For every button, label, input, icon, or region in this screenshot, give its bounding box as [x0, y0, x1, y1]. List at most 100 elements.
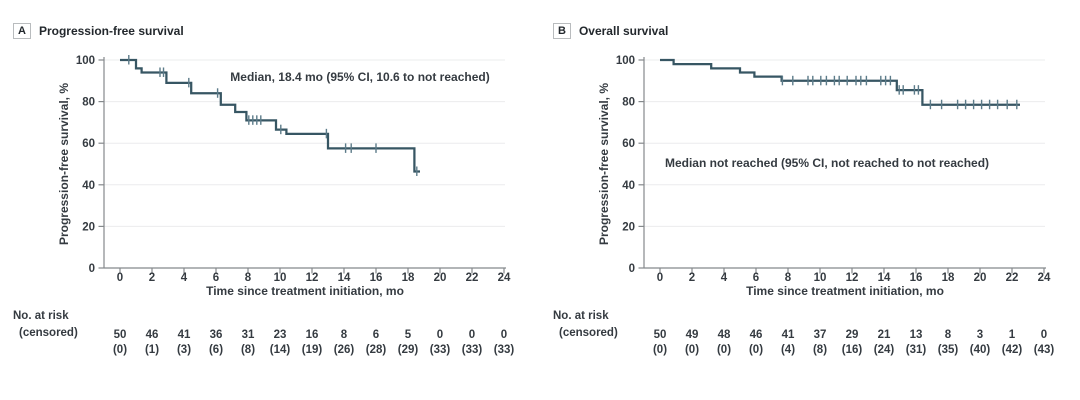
x-tick-label: 14: [338, 272, 351, 284]
risk-censored-value: (14): [270, 344, 291, 356]
risk-table-subheader: (censored): [559, 327, 618, 339]
risk-censored-value: (8): [813, 344, 827, 356]
y-tick-label: 80: [622, 97, 635, 109]
panel-title: Overall survival: [578, 24, 669, 38]
risk-table-header: No. at risk: [553, 310, 609, 322]
panel-progression-free-survival: A Progression-free survival Progression-…: [13, 23, 515, 356]
risk-at-risk-value: 0: [1041, 329, 1047, 341]
risk-censored-value: (33): [494, 344, 515, 356]
risk-censored-value: (43): [1034, 344, 1055, 356]
risk-censored-value: (42): [1002, 344, 1023, 356]
risk-at-risk-value: 37: [814, 329, 827, 341]
risk-censored-value: (0): [717, 344, 731, 356]
risk-at-risk-value: 46: [146, 329, 159, 341]
x-tick-label: 10: [274, 272, 287, 284]
x-tick-label: 2: [689, 272, 695, 284]
risk-censored-value: (33): [430, 344, 451, 356]
risk-at-risk-value: 5: [405, 329, 412, 341]
x-tick-label: 4: [181, 272, 188, 284]
panel-overall-survival: B Overall survival Progression-free surv…: [540, 0, 1080, 400]
x-tick-label: 16: [370, 272, 383, 284]
x-tick-label: 2: [149, 272, 155, 284]
risk-censored-value: (0): [113, 344, 127, 356]
risk-at-risk-value: 29: [846, 329, 859, 341]
x-axis-title: Time since treatment initiation, mo: [206, 284, 404, 298]
panel-header-a: A Progression-free survival: [13, 23, 184, 39]
panel-header-b: B Overall survival: [553, 23, 668, 39]
y-tick-label: 0: [629, 263, 635, 275]
x-tick-label: 18: [402, 272, 415, 284]
x-axis-title: Time since treatment initiation, mo: [746, 284, 944, 298]
y-tick-label: 80: [82, 97, 95, 109]
x-tick-label: 0: [117, 272, 123, 284]
risk-at-risk-value: 36: [210, 329, 223, 341]
x-tick-label: 22: [466, 272, 479, 284]
risk-censored-value: (19): [302, 344, 323, 356]
risk-censored-value: (26): [334, 344, 355, 356]
risk-censored-value: (0): [749, 344, 763, 356]
risk-at-risk-value: 13: [910, 329, 923, 341]
risk-censored-value: (3): [177, 344, 191, 356]
risk-at-risk-value: 16: [306, 329, 319, 341]
x-tick-label: 0: [657, 272, 663, 284]
risk-at-risk-value: 49: [686, 329, 699, 341]
risk-censored-value: (6): [209, 344, 223, 356]
risk-at-risk-value: 41: [178, 329, 191, 341]
risk-censored-value: (28): [366, 344, 387, 356]
risk-at-risk-value: 48: [718, 329, 731, 341]
risk-censored-value: (0): [685, 344, 699, 356]
risk-censored-value: (29): [398, 344, 419, 356]
risk-at-risk-value: 8: [341, 329, 348, 341]
x-tick-label: 14: [878, 272, 891, 284]
risk-censored-value: (35): [938, 344, 959, 356]
risk-at-risk-value: 31: [242, 329, 255, 341]
x-tick-label: 10: [814, 272, 827, 284]
x-tick-label: 16: [910, 272, 923, 284]
x-tick-label: 20: [974, 272, 987, 284]
risk-table-subheader: (censored): [19, 327, 78, 339]
x-tick-label: 22: [1006, 272, 1019, 284]
risk-table-header: No. at risk: [13, 310, 69, 322]
x-tick-label: 12: [306, 272, 319, 284]
risk-censored-value: (4): [781, 344, 795, 356]
y-tick-label: 60: [82, 138, 95, 150]
panel-letter-badge: A: [13, 23, 31, 39]
risk-at-risk-value: 1: [1009, 329, 1016, 341]
y-tick-label: 60: [622, 138, 635, 150]
risk-at-risk-value: 50: [654, 329, 667, 341]
x-tick-label: 4: [721, 272, 728, 284]
risk-at-risk-value: 0: [501, 329, 507, 341]
median-annotation: Median not reached (95% CI, not reached …: [664, 156, 990, 170]
median-annotation: Median, 18.4 mo (95% CI, 10.6 to not rea…: [230, 70, 490, 84]
survival-curve: [660, 58, 1020, 106]
x-tick-label: 24: [1038, 272, 1051, 284]
x-tick-label: 24: [498, 272, 511, 284]
x-tick-label: 8: [245, 272, 252, 284]
risk-censored-value: (8): [241, 344, 255, 356]
y-tick-label: 0: [89, 263, 95, 275]
risk-at-risk-value: 23: [274, 329, 287, 341]
risk-at-risk-value: 21: [878, 329, 891, 341]
x-tick-label: 12: [846, 272, 859, 284]
panel-title: Progression-free survival: [38, 24, 184, 38]
y-tick-label: 40: [82, 180, 95, 192]
risk-censored-value: (31): [906, 344, 927, 356]
panel-letter-badge: B: [553, 23, 571, 39]
x-tick-label: 6: [213, 272, 219, 284]
survival-curve: [120, 58, 420, 173]
risk-at-risk-value: 0: [469, 329, 475, 341]
x-tick-label: 6: [753, 272, 759, 284]
risk-at-risk-value: 8: [945, 329, 952, 341]
y-tick-label: 20: [82, 221, 95, 233]
risk-censored-value: (40): [970, 344, 991, 356]
y-tick-label: 100: [616, 55, 635, 67]
risk-at-risk-value: 50: [114, 329, 127, 341]
y-tick-label: 40: [622, 180, 635, 192]
y-tick-label: 20: [622, 221, 635, 233]
risk-censored-value: (1): [145, 344, 159, 356]
y-tick-label: 100: [76, 55, 95, 67]
risk-at-risk-value: 46: [750, 329, 763, 341]
risk-censored-value: (16): [842, 344, 863, 356]
